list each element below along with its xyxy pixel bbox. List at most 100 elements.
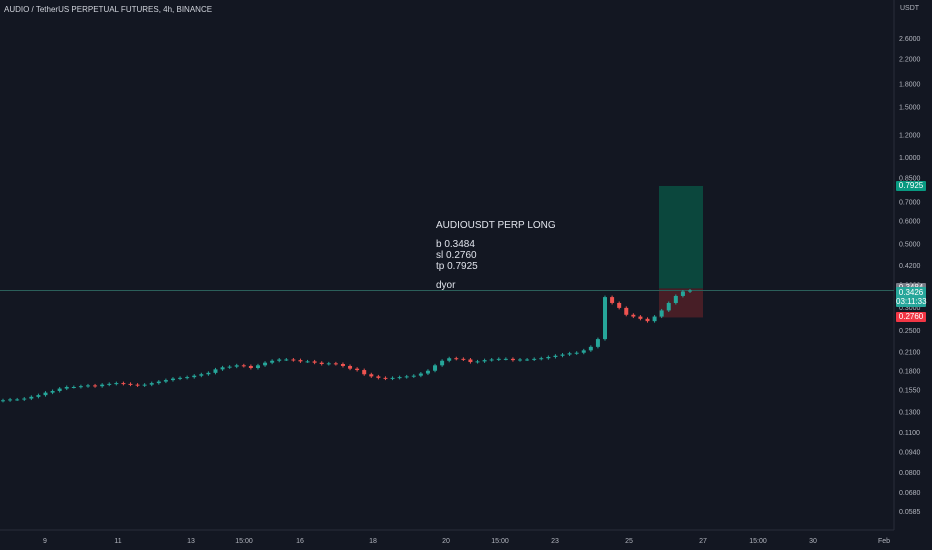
candle-body <box>603 297 608 340</box>
candle-body <box>397 377 402 379</box>
candle-body <box>114 383 119 385</box>
y-tick-label: 1.0000 <box>899 155 921 162</box>
y-tick-label: 0.7000 <box>899 199 921 206</box>
candle-body <box>1 400 5 402</box>
candle-body <box>163 380 168 382</box>
candle-body <box>383 377 388 379</box>
candle-body <box>50 390 55 393</box>
x-tick-label: 9 <box>43 538 47 545</box>
y-tick-label: 1.8000 <box>899 82 921 89</box>
candle-body <box>206 372 211 375</box>
candle-body <box>468 359 473 363</box>
x-tick-label: 18 <box>369 538 377 545</box>
y-tick-label: 0.0585 <box>899 509 921 516</box>
candle-body <box>121 383 126 385</box>
y-tick-label: 2.6000 <box>899 36 921 43</box>
x-tick-label: Feb <box>878 538 890 545</box>
candle-body <box>248 365 253 368</box>
candle-body <box>518 359 523 361</box>
x-tick-label: 11 <box>114 538 121 545</box>
y-tick-label: 0.2500 <box>899 328 921 335</box>
candle-body <box>581 350 586 353</box>
candle-body <box>659 310 664 317</box>
x-tick-label: 15:00 <box>235 538 253 545</box>
candle-body <box>312 361 317 363</box>
candle-body <box>404 376 409 378</box>
candle-body <box>574 352 579 354</box>
y-tick-label: 0.5000 <box>899 241 921 248</box>
y-tick-label: 1.2000 <box>899 132 921 139</box>
candle-body <box>369 374 374 377</box>
candle-body <box>78 386 83 388</box>
candle-body <box>673 295 678 303</box>
y-tick-label: 0.1100 <box>899 430 920 437</box>
candle-body <box>284 359 289 361</box>
x-tick-label: 15:00 <box>749 538 767 545</box>
candle-body <box>156 381 161 384</box>
candle-body <box>510 358 515 361</box>
symbol-title: AUDIO / TetherUS PERPETUAL FUTURES, 4h, … <box>4 5 213 14</box>
candle-body <box>241 365 246 367</box>
candle-body <box>234 365 239 367</box>
candle-body <box>567 353 572 355</box>
candle-body <box>553 355 558 357</box>
candle-body <box>149 383 154 385</box>
candle-body <box>340 363 345 366</box>
candle-body <box>22 398 27 400</box>
candle-body <box>560 354 565 356</box>
candle-body <box>680 291 685 296</box>
candle-body <box>638 316 643 319</box>
candle-body <box>433 365 438 371</box>
x-tick-label: 25 <box>625 538 633 545</box>
candle-body <box>213 369 218 373</box>
candle-body <box>546 356 551 359</box>
candle-body <box>532 358 537 360</box>
trade-note: AUDIOUSDT PERP LONG b 0.3484 sl 0.2760 t… <box>436 220 556 291</box>
candle-body <box>610 297 615 303</box>
current-price-value: 0.3426 <box>898 287 924 297</box>
take-profit-zone <box>659 185 703 289</box>
candle-body <box>645 318 650 322</box>
candle-body <box>688 290 692 292</box>
candle-body <box>64 386 69 389</box>
candle-body <box>15 399 20 401</box>
candle-body <box>142 384 147 386</box>
candle-body <box>71 386 76 388</box>
candle-body <box>298 360 303 362</box>
x-tick-label: 16 <box>296 538 304 545</box>
y-tick-label: 0.8500 <box>899 175 921 182</box>
candle-body <box>333 363 338 365</box>
candle-body <box>425 370 430 374</box>
candle-body <box>362 370 367 375</box>
candle-body <box>631 314 636 317</box>
y-tick-label: 0.0680 <box>899 490 921 497</box>
y-tick-label: 0.4200 <box>899 263 921 270</box>
candle-body <box>355 368 360 371</box>
note-footer: dyor <box>436 280 456 291</box>
candle-body <box>461 358 466 360</box>
candle-body <box>29 396 34 399</box>
note-stop: sl 0.2760 <box>436 250 477 261</box>
candle-body <box>503 358 508 360</box>
candle-body <box>496 358 501 360</box>
candle-body <box>128 383 133 385</box>
note-buy: b 0.3484 <box>436 239 475 250</box>
y-tick-label: 0.3000 <box>899 305 921 312</box>
y-tick-label: 2.2000 <box>899 57 921 64</box>
y-tick-label: 1.5000 <box>899 104 921 111</box>
candle-body <box>93 385 98 387</box>
candle-body <box>666 302 671 311</box>
candle-body <box>270 360 275 363</box>
target-price-tag: 0.7925 <box>896 180 926 191</box>
candle-body <box>185 377 190 379</box>
candle-body <box>475 361 480 363</box>
candle-body <box>255 365 260 368</box>
candle-body <box>376 376 381 378</box>
candle-body <box>319 362 324 364</box>
x-tick-label: 23 <box>551 538 559 545</box>
candle-body <box>411 375 416 377</box>
bar-countdown: 03:11:33 <box>896 296 927 306</box>
candle-body <box>348 365 353 369</box>
note-title: AUDIOUSDT PERP LONG <box>436 220 556 231</box>
